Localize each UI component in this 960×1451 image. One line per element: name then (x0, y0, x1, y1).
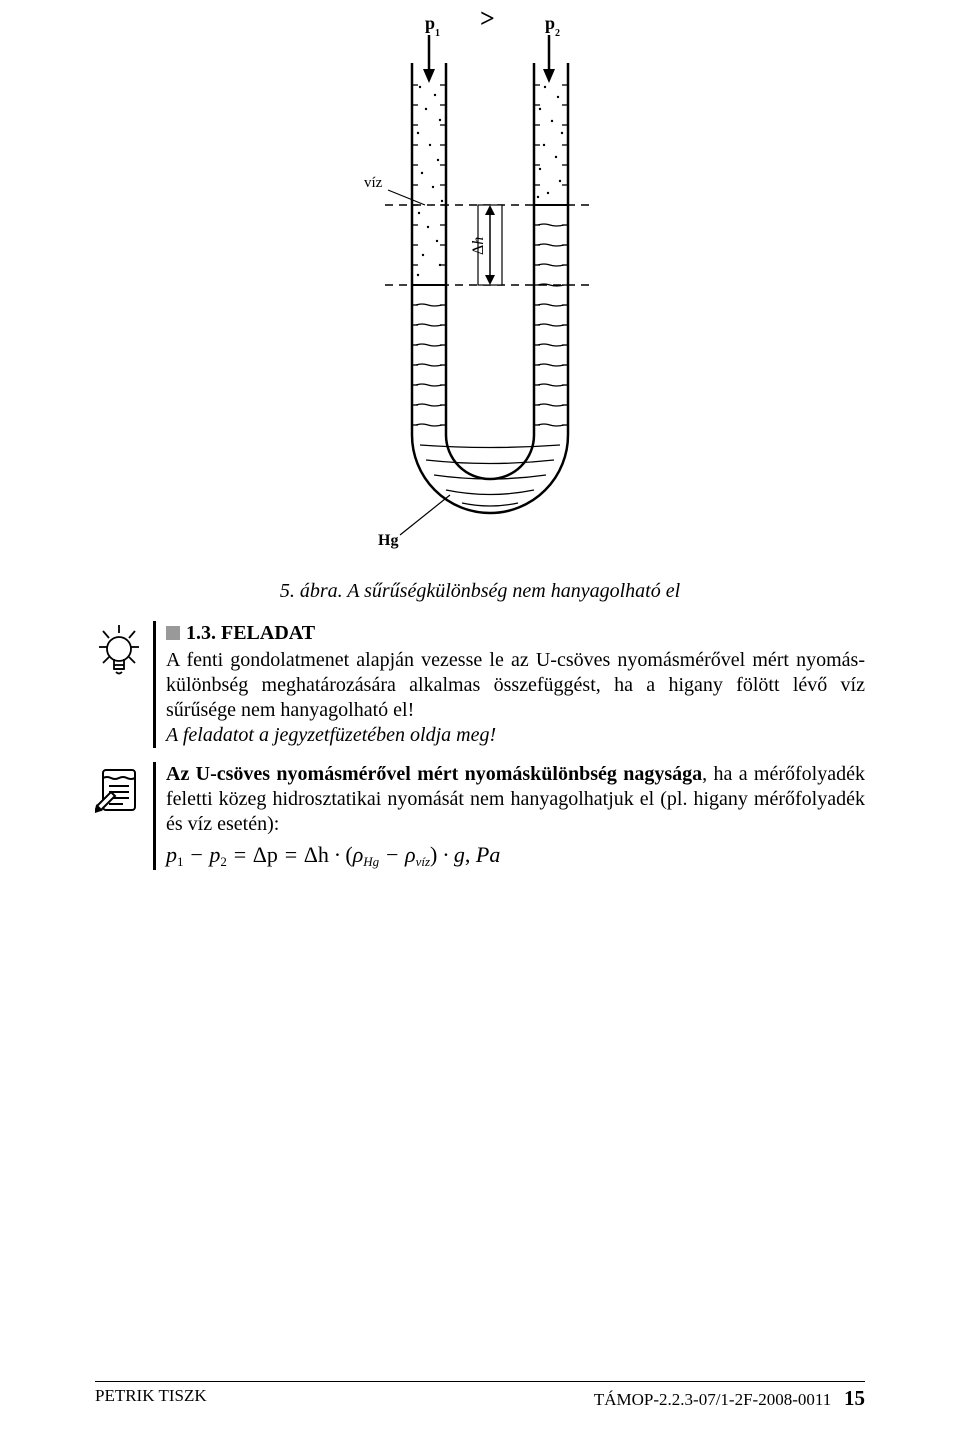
task-instruction: A feladatot a jegyzetfüzetében oldja meg… (166, 723, 865, 748)
definition-block: Az U-csöves nyomásmérővel mért nyomáskül… (95, 762, 865, 870)
equation: p1 − p2 = Δp = Δh · (ρHg − ρvíz) · g, Pa (166, 841, 865, 870)
label-p1: p1 (425, 13, 440, 39)
definition-lead-bold: Az U-csöves nyomásmérővel mért nyomáskül… (166, 763, 702, 785)
u-tube-figure: p1 > p2 (95, 5, 865, 570)
page-footer: PETRIK TISZK TÁMOP-2.2.3-07/1-2F-2008-00… (95, 1381, 865, 1411)
task-number: 1.3. FELADAT (186, 622, 315, 644)
figure-caption: 5. ábra. A sűrűségkülönbség nem hanyagol… (95, 580, 865, 603)
label-viz: víz (364, 175, 383, 191)
note-icon (95, 762, 153, 823)
u-tube-diagram-svg: p1 > p2 (330, 5, 630, 565)
label-gt: > (480, 5, 495, 33)
square-bullet-icon (166, 626, 180, 640)
footer-left: PETRIK TISZK (95, 1386, 207, 1411)
task-block: 1.3. FELADAT A fenti gondolatmenet alapj… (95, 621, 865, 748)
label-dh: Δh (470, 237, 487, 255)
label-hg: Hg (378, 532, 398, 549)
task-body: A fenti gondolatmenet alapján vezesse le… (166, 648, 865, 723)
footer-right: TÁMOP-2.2.3-07/1-2F-2008-0011 15 (594, 1386, 865, 1411)
label-p2: p2 (545, 13, 560, 39)
lightbulb-icon (95, 621, 153, 692)
